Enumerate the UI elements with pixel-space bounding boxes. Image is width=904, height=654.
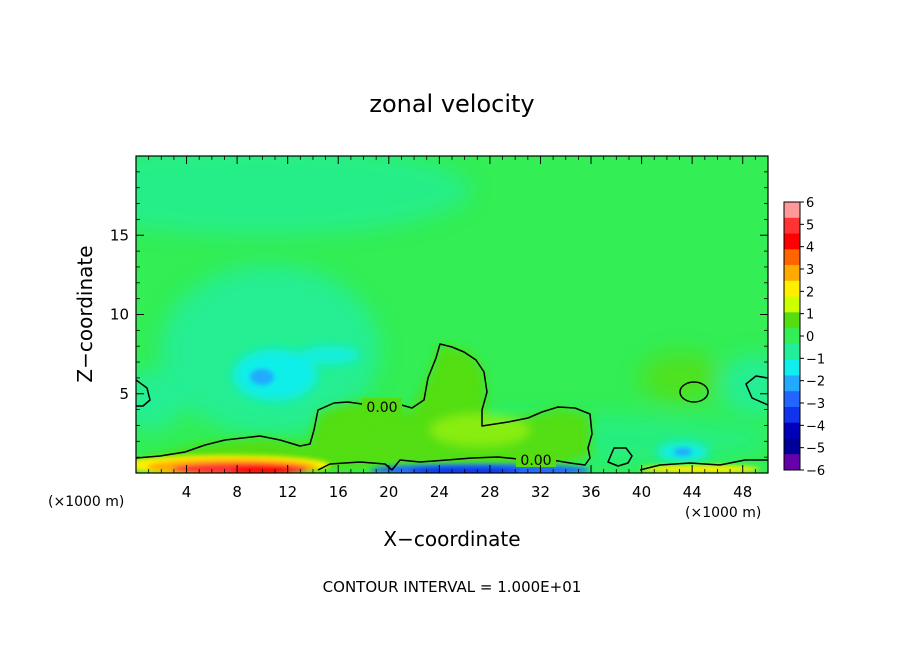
colorbar-segment: [784, 202, 800, 219]
colorbar-tick-label: 1: [806, 308, 814, 323]
colorbar-tick-label: −2: [806, 375, 825, 390]
colorbar-segment: [784, 296, 800, 313]
field-right-weak-region: [720, 355, 768, 415]
y-axis: 5 10 15: [110, 171, 768, 458]
x-tick-label: 20: [379, 483, 398, 501]
contour-zero-left-edge: [136, 379, 151, 407]
x-tick-label: 12: [278, 483, 297, 501]
contour-label-1: 0.00: [366, 400, 397, 416]
heatmap-field: [136, 156, 768, 473]
x-tick-label: 8: [232, 483, 242, 501]
contour-label-2: 0.00: [520, 453, 551, 469]
x-tick-label: 40: [632, 483, 651, 501]
x-axis-units-right: (×1000 m): [685, 505, 761, 521]
colorbar-segment: [784, 375, 800, 392]
field-min-jet-core: [233, 349, 317, 401]
colorbar-tick-label: −4: [806, 419, 825, 434]
field-positive-lowlevel-mid: [430, 414, 530, 446]
colorbar-segment: [784, 343, 800, 361]
y-tick-label: 10: [110, 306, 129, 324]
colorbar-tick-label: 0: [806, 330, 814, 345]
contour-zero-closed-right: [679, 381, 709, 403]
x-tick-label: 36: [581, 483, 600, 501]
contour-label-bg-2: [516, 451, 556, 467]
y-tick-label: 5: [119, 385, 129, 403]
field-min-right-center: [674, 448, 692, 456]
contour-zero-lowlevel-right: [639, 459, 768, 471]
colorbar-tick-label: −1: [806, 352, 825, 367]
colorbar-segment: [784, 265, 800, 282]
contour-label-bg-1: [362, 398, 402, 414]
colorbar-tick-label: 2: [806, 285, 814, 300]
x-axis: 4 8 12 16 20 24 28 32 36 40 44 48: [148, 156, 756, 501]
colorbar-segment: [784, 280, 800, 297]
colorbar-tick-label: −3: [806, 397, 825, 412]
colorbar-segment: [784, 233, 800, 250]
colorbar-segment: [784, 454, 800, 471]
colorbar-tick-label: −5: [806, 442, 825, 457]
field-right-positive-region: [640, 352, 720, 404]
x-tick-label: 16: [329, 483, 348, 501]
colorbar-tick-label: 6: [806, 196, 814, 211]
colorbar-segment: [784, 391, 800, 408]
colorbar-segment: [784, 249, 800, 266]
colorbar-tick-label: 5: [806, 218, 814, 233]
x-axis-label: X−coordinate: [383, 527, 520, 551]
x-axis-units-left: (×1000 m): [48, 494, 124, 510]
contour-zero-main: [136, 343, 593, 471]
x-tick-label: 32: [531, 483, 550, 501]
x-tick-label: 48: [733, 483, 752, 501]
colorbar-segment: [784, 312, 800, 329]
field-left-weak-region: [136, 370, 185, 430]
x-tick-label: 28: [480, 483, 499, 501]
y-tick-label: 15: [110, 226, 129, 244]
x-tick-label: 44: [683, 483, 702, 501]
contour-lines: [136, 343, 768, 471]
field-min-jet-center: [250, 369, 274, 385]
contour-zero-right-edge: [745, 375, 768, 406]
colorbar-tick-label: 3: [806, 263, 814, 278]
colorbar-tick-label: −6: [806, 464, 825, 479]
x-tick-label: 4: [182, 483, 192, 501]
contour-zero-small-right: [607, 447, 633, 467]
colorbar: 6 5 4 3 2 1 0 −1 −2 −3 −4 −5 −6: [783, 196, 825, 479]
contour-interval-footer: CONTOUR INTERVAL = 1.000E+01: [323, 578, 582, 596]
colorbar-segment: [784, 438, 800, 455]
x-tick-label: 24: [430, 483, 449, 501]
colorbar-segment: [784, 328, 800, 345]
colorbar-segment: [784, 217, 800, 234]
colorbar-segment: [784, 422, 800, 439]
field-upper-weak-region: [136, 156, 470, 235]
colorbar-tick-label: 4: [806, 241, 814, 256]
field-min-jet-extension: [300, 346, 360, 364]
y-axis-label: Z−coordinate: [73, 245, 97, 382]
colorbar-segment: [784, 359, 800, 376]
colorbar-segment: [784, 406, 800, 424]
chart-title: zonal velocity: [369, 90, 534, 118]
